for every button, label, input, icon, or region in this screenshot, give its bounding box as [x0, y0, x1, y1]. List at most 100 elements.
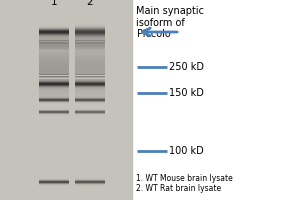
Bar: [75, 35, 105, 36]
Bar: [39, 80, 69, 82]
Bar: [39, 74, 69, 75]
Bar: [39, 76, 69, 77]
Bar: [39, 64, 69, 66]
Bar: [39, 40, 69, 41]
Bar: [75, 35, 105, 36]
Text: 250 kD: 250 kD: [169, 62, 205, 72]
Bar: [39, 43, 69, 44]
Bar: [39, 47, 69, 48]
Bar: [75, 50, 105, 51]
Bar: [39, 33, 69, 34]
Bar: [39, 76, 69, 77]
Bar: [75, 49, 105, 50]
Bar: [75, 56, 105, 58]
Bar: [39, 34, 69, 35]
Bar: [39, 32, 69, 33]
Text: 1: 1: [51, 0, 57, 7]
Bar: [75, 45, 105, 46]
Bar: [75, 47, 105, 48]
Bar: [75, 47, 105, 48]
Bar: [75, 42, 105, 43]
Bar: [75, 70, 105, 71]
Bar: [75, 96, 105, 97]
Bar: [75, 31, 105, 32]
Bar: [39, 45, 69, 46]
Bar: [39, 38, 69, 39]
Bar: [39, 45, 69, 46]
Bar: [75, 89, 105, 90]
Bar: [39, 83, 69, 84]
Bar: [75, 46, 105, 47]
Bar: [39, 42, 69, 43]
Bar: [75, 55, 105, 56]
Bar: [39, 85, 69, 86]
Bar: [75, 86, 105, 87]
Bar: [75, 52, 105, 53]
Bar: [39, 28, 69, 29]
Bar: [39, 51, 69, 52]
Bar: [39, 44, 69, 45]
Bar: [75, 95, 105, 96]
Bar: [39, 46, 69, 47]
Text: 1. WT Mouse brain lysate
2. WT Rat brain lysate: 1. WT Mouse brain lysate 2. WT Rat brain…: [136, 174, 233, 193]
Bar: [75, 28, 105, 29]
Bar: [39, 60, 69, 62]
Bar: [75, 43, 105, 44]
Bar: [75, 38, 105, 39]
Bar: [75, 42, 105, 43]
Bar: [39, 77, 69, 78]
Text: 100 kD: 100 kD: [169, 146, 204, 156]
Bar: [39, 86, 69, 88]
Bar: [39, 49, 69, 50]
Bar: [75, 94, 105, 95]
Bar: [75, 36, 105, 37]
Bar: [75, 40, 105, 41]
Bar: [75, 29, 105, 30]
Bar: [75, 37, 105, 38]
Bar: [39, 95, 69, 96]
Bar: [39, 29, 69, 30]
Bar: [39, 50, 69, 51]
Text: Main synaptic
isoform of
Piccolo: Main synaptic isoform of Piccolo: [136, 6, 205, 39]
Bar: [39, 27, 69, 28]
Bar: [39, 79, 69, 80]
Bar: [75, 23, 105, 24]
Bar: [75, 82, 105, 83]
Bar: [75, 73, 105, 74]
Bar: [39, 47, 69, 48]
Bar: [39, 54, 69, 55]
Bar: [39, 31, 69, 32]
Bar: [75, 81, 105, 82]
Bar: [39, 25, 69, 26]
Bar: [75, 74, 105, 75]
Bar: [39, 81, 69, 82]
Bar: [39, 73, 69, 74]
Bar: [39, 94, 69, 95]
Bar: [39, 38, 69, 39]
Bar: [39, 90, 69, 92]
Bar: [75, 40, 105, 41]
Bar: [75, 30, 105, 31]
Text: 2: 2: [87, 0, 93, 7]
Bar: [39, 45, 69, 46]
Bar: [75, 46, 105, 47]
Bar: [39, 86, 69, 87]
Bar: [75, 43, 105, 44]
Bar: [75, 92, 105, 94]
Bar: [39, 31, 69, 32]
Bar: [75, 39, 105, 40]
Bar: [75, 43, 105, 44]
Bar: [39, 97, 69, 98]
Bar: [39, 43, 69, 44]
Bar: [39, 36, 69, 37]
Bar: [75, 76, 105, 77]
Bar: [75, 76, 105, 77]
Bar: [39, 70, 69, 71]
Bar: [39, 42, 69, 43]
Bar: [39, 80, 69, 81]
Bar: [75, 34, 105, 35]
Bar: [39, 88, 69, 89]
Bar: [39, 49, 69, 50]
Bar: [75, 41, 105, 42]
Bar: [39, 71, 69, 72]
